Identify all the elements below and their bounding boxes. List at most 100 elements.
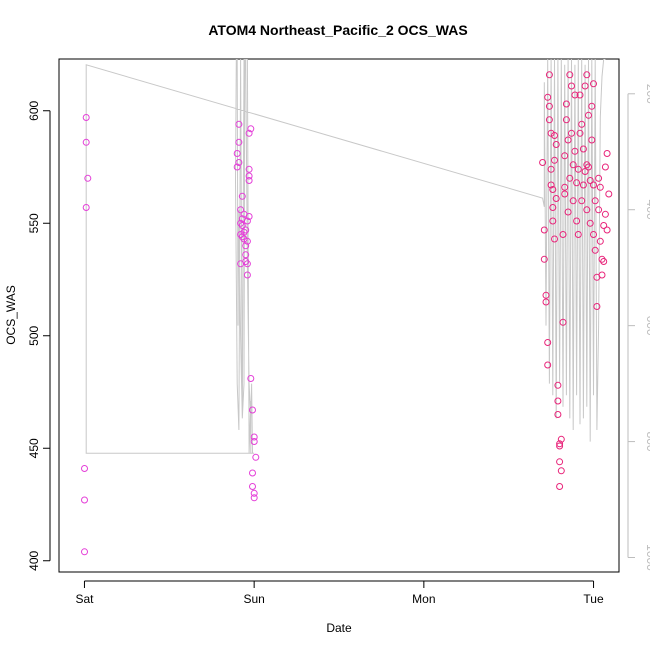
data-point (595, 206, 603, 214)
altitude-line (85, 59, 606, 454)
y-axis: 400 450 500 550 600 (27, 100, 51, 571)
data-point (242, 242, 250, 250)
data-point (238, 233, 246, 241)
y2-tick-label: 1000 (644, 544, 650, 571)
x-tick-label: Tue (583, 592, 604, 606)
data-point (579, 181, 587, 189)
data-point (559, 318, 567, 326)
data-point (252, 453, 260, 461)
data-point (600, 222, 608, 229)
data-point (581, 82, 589, 90)
data-point (557, 467, 565, 475)
data-point (84, 174, 92, 182)
y-tick-label: 500 (27, 325, 41, 345)
data-point (245, 172, 253, 180)
data-point (243, 237, 251, 245)
data-point (596, 183, 604, 191)
data-point (235, 120, 243, 128)
data-point (250, 433, 258, 441)
data-point (585, 163, 592, 171)
data-point (545, 116, 553, 124)
y2-tick-label: 800 (644, 432, 650, 452)
data-point (590, 181, 597, 189)
data-point (568, 82, 575, 90)
data-point (583, 206, 591, 214)
data-point (588, 102, 596, 110)
data-point (603, 150, 611, 157)
data-point (81, 465, 88, 472)
data-point (605, 190, 613, 198)
data-point (562, 116, 570, 124)
data-point (562, 100, 570, 108)
data-point (571, 91, 579, 99)
data-point (542, 291, 550, 299)
data-point (561, 152, 569, 160)
points-layer (81, 71, 613, 556)
y-tick-label: 450 (27, 438, 41, 458)
data-point (579, 145, 587, 153)
data-point (544, 93, 552, 101)
data-point (601, 163, 609, 171)
data-point (250, 489, 258, 497)
data-point (568, 129, 575, 137)
data-point (245, 177, 253, 184)
y-tick-label: 400 (27, 550, 41, 570)
y-axis-label: OCS_WAS (4, 285, 18, 345)
data-point (574, 165, 582, 173)
data-point (573, 179, 581, 187)
data-point (569, 197, 577, 205)
data-point (540, 255, 548, 263)
data-point (590, 80, 597, 88)
data-point (588, 136, 596, 144)
y-tick-label: 550 (27, 213, 41, 233)
plot-frame (58, 58, 620, 573)
y2-tick-label: 600 (644, 316, 650, 336)
data-point (245, 129, 253, 137)
x-axis-label: Date (326, 621, 352, 635)
data-point (583, 71, 591, 79)
data-point (247, 125, 255, 133)
data-point (578, 120, 586, 128)
data-point (576, 91, 584, 99)
data-point (585, 111, 592, 119)
data-point (559, 231, 567, 238)
data-point (549, 217, 557, 225)
data-point (242, 226, 250, 234)
data-point (545, 71, 553, 79)
data-point (593, 303, 601, 310)
x-tick-label: Mon (412, 592, 435, 606)
data-point (600, 258, 608, 265)
data-point (561, 183, 569, 191)
data-point (601, 210, 609, 218)
data-point (549, 204, 557, 211)
x-axis: Sat Sun Mon Tue (75, 580, 604, 606)
data-point (544, 361, 552, 369)
data-point (566, 174, 574, 182)
data-point (581, 168, 589, 175)
data-point (557, 435, 565, 443)
data-point (554, 411, 562, 418)
data-point (573, 217, 581, 225)
data-point (571, 147, 579, 155)
data-point (243, 217, 251, 225)
data-point (596, 237, 604, 245)
data-point (561, 190, 569, 198)
data-point (603, 226, 611, 234)
data-point (233, 163, 241, 171)
data-point (586, 219, 594, 227)
data-point (591, 197, 599, 205)
data-point (82, 204, 90, 211)
data-point (564, 208, 572, 216)
data-point (549, 186, 557, 193)
data-point (566, 71, 574, 79)
x-tick-label: Sun (243, 592, 264, 606)
data-point (81, 548, 88, 556)
y2-axis: 200 400 600 800 1000 (627, 84, 650, 571)
data-point (547, 165, 555, 173)
data-point (578, 197, 586, 205)
data-point (249, 406, 256, 414)
data-point (574, 231, 582, 238)
data-point (551, 156, 558, 164)
data-point (556, 458, 564, 466)
